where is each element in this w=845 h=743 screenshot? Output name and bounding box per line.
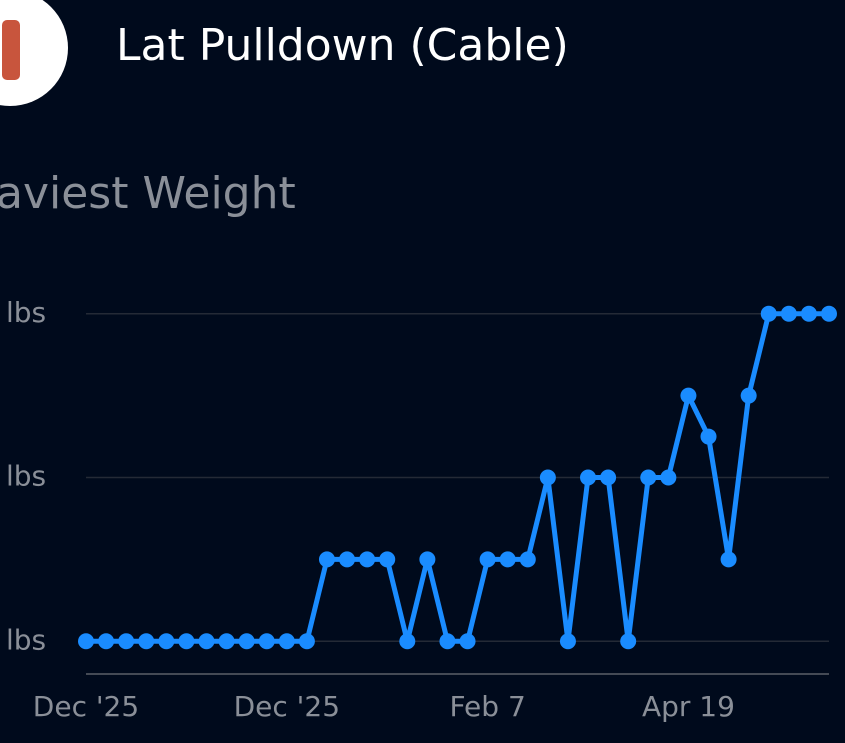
data-point (439, 633, 456, 650)
x-tick-label: Apr 19 (642, 690, 735, 723)
data-point (821, 305, 837, 322)
data-point (780, 305, 797, 322)
icon-figure (2, 20, 20, 80)
data-point (640, 469, 657, 486)
chart-title: Lat Pulldown (Cable) (116, 20, 569, 71)
data-point (138, 633, 155, 650)
chart-subtitle: aviest Weight (0, 168, 296, 219)
data-point (800, 305, 817, 322)
y-tick-label: lbs (6, 623, 46, 656)
data-point (419, 551, 436, 568)
data-point (539, 469, 556, 486)
data-point (519, 551, 536, 568)
data-point (680, 387, 697, 404)
data-point (118, 633, 135, 650)
data-point (359, 551, 376, 568)
data-point (318, 551, 335, 568)
data-point (258, 633, 275, 650)
data-point (660, 469, 677, 486)
data-point (238, 633, 255, 650)
data-point (479, 551, 496, 568)
data-point (559, 633, 576, 650)
data-point (98, 633, 115, 650)
data-point (620, 633, 637, 650)
data-point (339, 551, 356, 568)
data-point (218, 633, 235, 650)
data-point (399, 633, 416, 650)
data-point (499, 551, 516, 568)
y-tick-label: lbs (6, 296, 46, 329)
data-point (720, 551, 737, 568)
data-point (198, 633, 215, 650)
data-point (740, 387, 757, 404)
data-point (580, 469, 597, 486)
x-tick-label: Feb 7 (449, 690, 525, 723)
x-tick-label: Dec '25 (234, 690, 340, 723)
data-point (78, 633, 94, 650)
data-point (379, 551, 396, 568)
x-tick-label: Dec '25 (33, 690, 139, 723)
data-point (459, 633, 476, 650)
data-point (700, 428, 717, 445)
data-point (158, 633, 175, 650)
data-point (298, 633, 315, 650)
y-tick-label: lbs (6, 460, 46, 493)
data-point (600, 469, 617, 486)
data-point (178, 633, 195, 650)
data-point (760, 305, 777, 322)
data-point (278, 633, 295, 650)
